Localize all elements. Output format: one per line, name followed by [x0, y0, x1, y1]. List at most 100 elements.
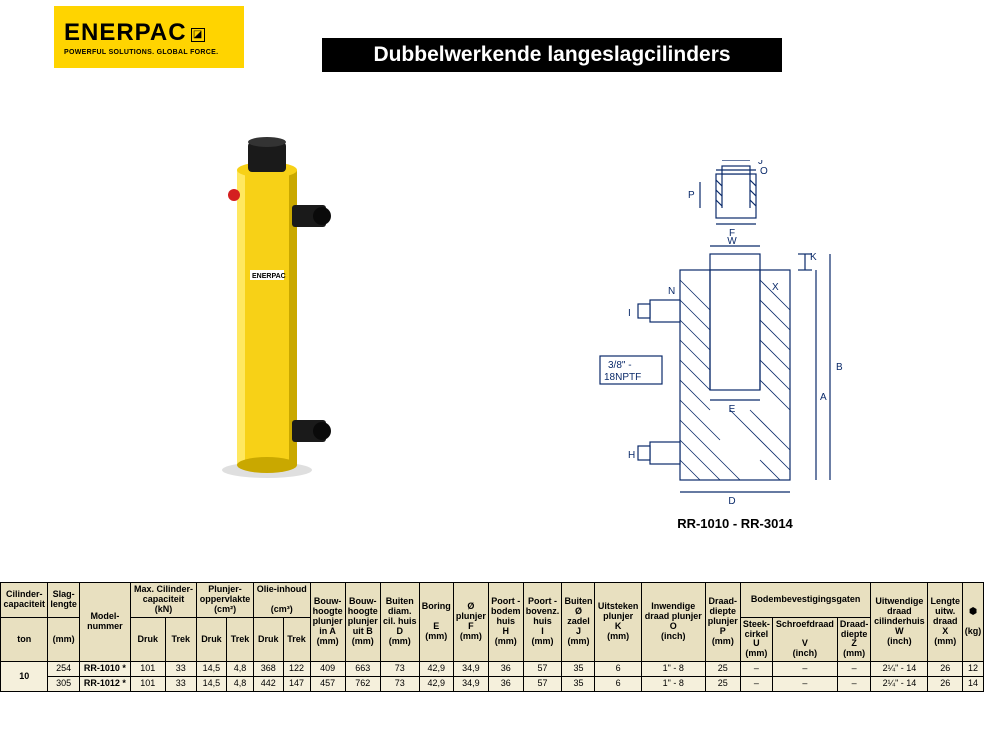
svg-text:I: I — [628, 308, 631, 319]
cell: 2¼" - 14 — [871, 662, 928, 677]
technical-diagram: J O P F W K N X I B A E — [560, 160, 900, 540]
th-b: Bouw-hoogteplunjeruit B(mm) — [345, 583, 380, 662]
th-u: Steek-cirkelU(mm) — [740, 617, 772, 662]
th-stroke: Slag-lengte — [48, 583, 79, 618]
th-oil: Olie-inhoud(cm³) — [254, 583, 310, 618]
svg-text:ENERPAC: ENERPAC — [252, 273, 286, 280]
cell: 57 — [523, 662, 562, 677]
cell: 42,9 — [419, 677, 453, 692]
cell: 1" - 8 — [641, 662, 705, 677]
cell: 36 — [488, 677, 523, 692]
cell: 73 — [380, 662, 419, 677]
th-trek-kn: Trek — [165, 617, 197, 662]
th-v: SchroefdraadV(inch) — [772, 617, 837, 662]
product-image: ENERPAC — [192, 120, 342, 480]
cell: 762 — [345, 677, 380, 692]
th-i: Poort -bovenz.huisI(mm) — [523, 583, 562, 662]
th-p: Draad-diepteplunjerP(mm) — [705, 583, 740, 662]
svg-text:D: D — [728, 496, 735, 507]
cell: 1" - 8 — [641, 677, 705, 692]
svg-text:H: H — [628, 450, 635, 461]
th-trek-cm: Trek — [226, 617, 253, 662]
cell: – — [772, 662, 837, 677]
svg-text:B: B — [836, 362, 843, 373]
th-plunger-area: Plunjer-oppervlakte(cm²) — [197, 583, 254, 618]
th-z: Draad-diepteZ(mm) — [837, 617, 871, 662]
port-thread-label-2: 18NPTF — [604, 372, 641, 383]
cell: 14 — [963, 677, 984, 692]
th-bottom-holes: Bodembevestigingsgaten — [740, 583, 871, 618]
cell: 73 — [380, 677, 419, 692]
table-row: 305RR-1012 *1013314,54,84421474577627342… — [1, 677, 984, 692]
table-body: 10254RR-1010 *1013314,54,836812240966373… — [1, 662, 984, 692]
cell: 14,5 — [197, 662, 227, 677]
th-druk-kn: Druk — [131, 617, 165, 662]
cell: – — [837, 677, 871, 692]
cell: 101 — [131, 662, 165, 677]
cell: 663 — [345, 662, 380, 677]
spec-table: Cilinder-capaciteit Slag-lengte Model-nu… — [0, 582, 984, 692]
cell: 409 — [310, 662, 345, 677]
cell-slag: 254 — [48, 662, 79, 677]
th-k: UitstekenplunjerK(mm) — [595, 583, 641, 662]
cell: 14,5 — [197, 677, 227, 692]
th-h: Poort -bodemhuisH(mm) — [488, 583, 523, 662]
th-j: BuitenØzadelJ(mm) — [562, 583, 595, 662]
th-w: UitwendigedraadcilinderhuisW(inch) — [871, 583, 928, 662]
svg-text:O: O — [760, 166, 768, 177]
diagram-caption: RR-1010 - RR-3014 — [677, 516, 793, 531]
cell: 35 — [562, 662, 595, 677]
cell-capacity: 10 — [1, 662, 48, 692]
port-thread-label-1: 3/8" - — [608, 360, 632, 371]
cell: 34,9 — [453, 662, 488, 677]
cell: – — [837, 662, 871, 677]
th-o: Inwendigedraad plunjerO(inch) — [641, 583, 705, 662]
cell: 4,8 — [226, 662, 253, 677]
th-e: BoringE(mm) — [419, 583, 453, 662]
th-f: ØplunjerF(mm) — [453, 583, 488, 662]
cell: 57 — [523, 677, 562, 692]
th-unit-ton: ton — [1, 617, 48, 662]
cell: 26 — [928, 677, 963, 692]
brand-logo: ENERPAC◪ POWERFUL SOLUTIONS. GLOBAL FORC… — [54, 6, 244, 68]
th-olie-d: Druk — [254, 617, 283, 662]
th-unit-mm: (mm) — [48, 617, 79, 662]
cell: 101 — [131, 677, 165, 692]
cell-slag: 305 — [48, 677, 79, 692]
cell: 6 — [595, 677, 641, 692]
th-druk-cm: Druk — [197, 617, 227, 662]
cell: 25 — [705, 677, 740, 692]
cell: 4,8 — [226, 677, 253, 692]
th-model: Model-nummer — [79, 583, 130, 662]
cell: 442 — [254, 677, 283, 692]
svg-text:K: K — [810, 252, 817, 263]
table-row: 10254RR-1010 *1013314,54,836812240966373… — [1, 662, 984, 677]
svg-text:W: W — [727, 236, 737, 247]
cell-model: RR-1010 * — [79, 662, 130, 677]
svg-text:N: N — [668, 286, 675, 297]
svg-text:E: E — [729, 404, 736, 415]
cell: 36 — [488, 662, 523, 677]
cell: 33 — [165, 662, 197, 677]
cell: 42,9 — [419, 662, 453, 677]
th-max-cap: Max. Cilinder-capaciteit(kN) — [131, 583, 197, 618]
cell: 12 — [963, 662, 984, 677]
cell: – — [772, 677, 837, 692]
th-d: Buitendiam.cil. huisD(mm) — [380, 583, 419, 662]
cell: 26 — [928, 662, 963, 677]
cell: 25 — [705, 662, 740, 677]
cell: 457 — [310, 677, 345, 692]
th-x: Lengteuitw.draadX(mm) — [928, 583, 963, 662]
svg-text:P: P — [688, 190, 695, 201]
svg-text:A: A — [820, 392, 827, 403]
cell: 35 — [562, 677, 595, 692]
cell: 34,9 — [453, 677, 488, 692]
svg-text:X: X — [772, 282, 779, 293]
cell: 122 — [283, 662, 310, 677]
cell: 33 — [165, 677, 197, 692]
cell: 2¼" - 14 — [871, 677, 928, 692]
brand-mark-icon: ◪ — [191, 28, 205, 42]
cell: 147 — [283, 677, 310, 692]
page-title: Dubbelwerkende langeslagcilinders — [322, 38, 782, 72]
brand-name: ENERPAC◪ — [64, 19, 234, 47]
